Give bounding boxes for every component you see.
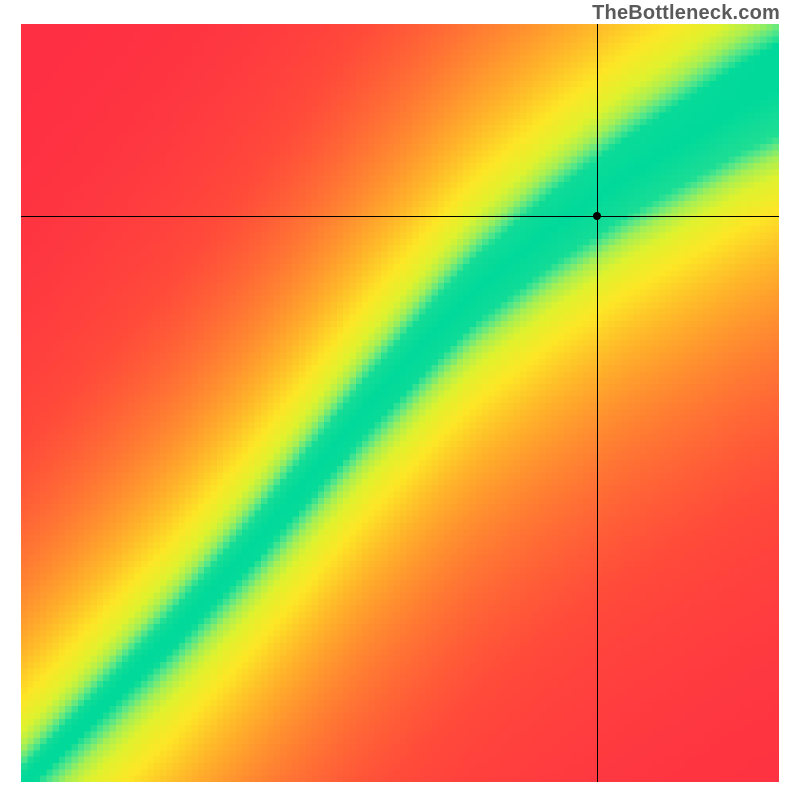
crosshair-marker [593, 212, 601, 220]
crosshair-vertical [597, 24, 598, 782]
heatmap-plot [21, 24, 779, 782]
heatmap-canvas [21, 24, 779, 782]
watermark-text: TheBottleneck.com [592, 2, 780, 25]
crosshair-horizontal [21, 216, 779, 217]
